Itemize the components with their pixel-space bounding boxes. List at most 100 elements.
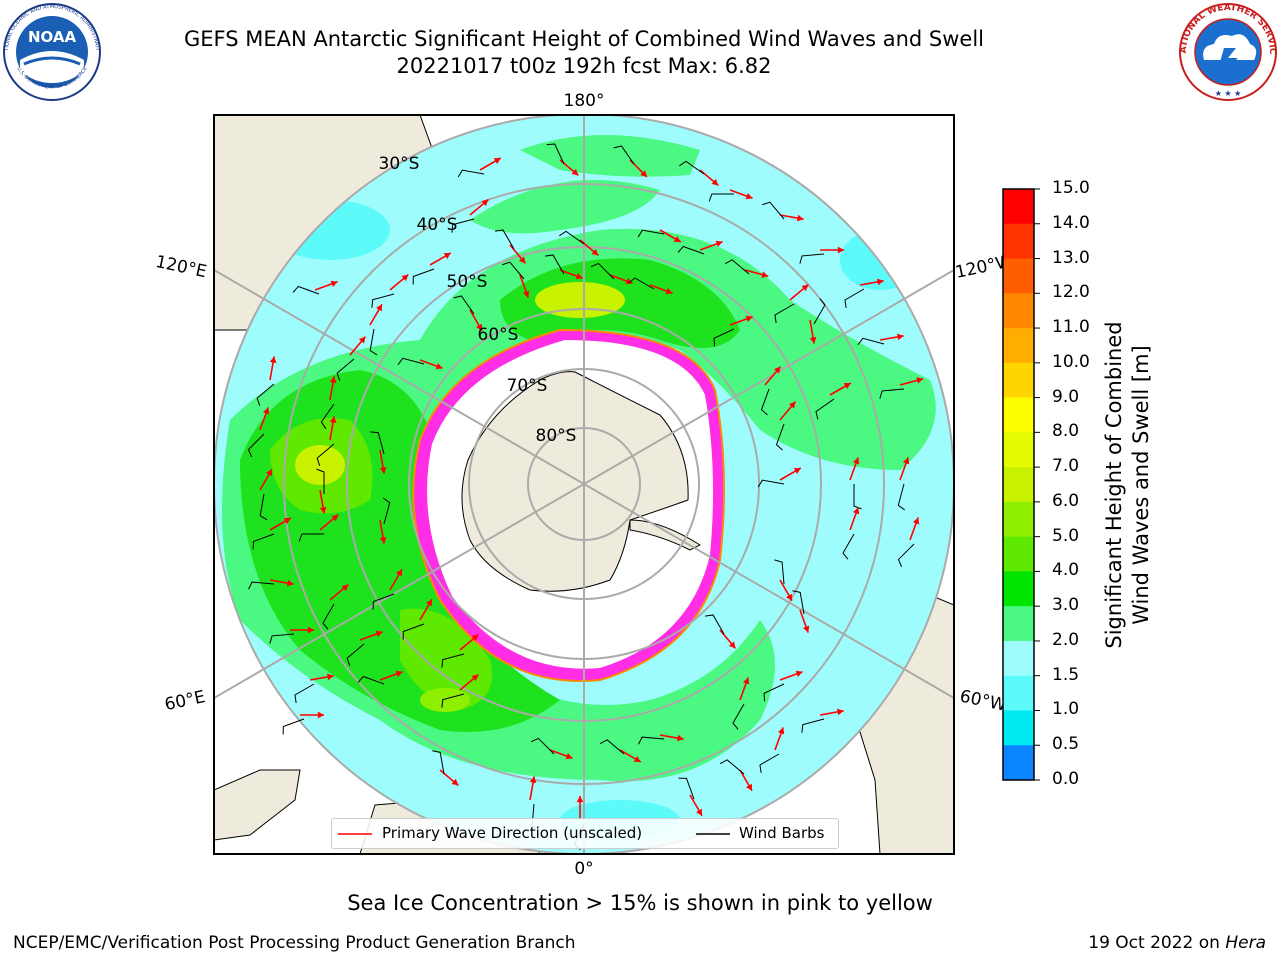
colorbar-segment — [1003, 640, 1034, 677]
wave-arrow-head — [283, 518, 291, 524]
wave-arrow-head — [522, 290, 530, 298]
wind-barb — [792, 590, 805, 615]
wind-barb — [370, 431, 385, 455]
noaa-logo: NOAA NATIONAL OCEANIC AND ATMOSPHERIC AD… — [2, 2, 101, 101]
lon-label-60e: 60°E — [163, 687, 207, 715]
wave-arrow-head — [633, 756, 641, 762]
wave-arrow-head — [745, 192, 753, 200]
map-frame — [213, 114, 955, 855]
wind-barb — [559, 230, 585, 245]
noaa-logo-label: NOAA — [28, 28, 77, 46]
wave-arrow-head — [529, 776, 537, 783]
nws-logo: NATIONAL WEATHER SERVICE ★ ★ ★ — [1178, 2, 1277, 101]
wind-barb — [412, 268, 435, 285]
wave-arrow-head — [797, 214, 804, 222]
wind-barb — [762, 201, 785, 220]
wave-arrow-head — [852, 507, 860, 515]
wave-arrow-head — [761, 271, 769, 278]
colorbar-tick-label: 11.0 — [1052, 317, 1090, 338]
wave-arrow-head — [786, 593, 792, 601]
wind-barb — [316, 443, 335, 466]
wave-arrow-head — [777, 727, 785, 735]
wave-arrow-head — [665, 287, 673, 295]
wave-arrow-head — [262, 407, 270, 415]
wave-arrow-head — [877, 278, 884, 286]
wind-barb — [457, 169, 485, 178]
wave-arrow-head — [471, 674, 479, 682]
wind-barb — [259, 493, 268, 521]
wave-arrow-head — [746, 783, 752, 791]
wave-arrow-head — [379, 467, 387, 474]
wind-barb — [256, 383, 275, 406]
wave-arrow-head — [330, 280, 338, 288]
wave-arrow-head — [576, 796, 584, 803]
wave-arrow-head — [327, 673, 334, 681]
wind-barb — [269, 633, 295, 644]
antarctica-land — [461, 371, 689, 592]
polar-map: 180° 0° 120°E 60°E 120°W 60°W 30°S 40°S … — [154, 91, 1040, 879]
wave-arrow-head — [677, 734, 684, 742]
wave-arrow-head — [837, 246, 844, 254]
footer-date: 19 Oct 2022 on Hera — [1088, 933, 1266, 953]
wave-arrows-layer — [247, 143, 924, 851]
colorbar-segment — [1003, 432, 1034, 468]
wind-barb — [495, 229, 515, 250]
chart-title: GEFS MEAN Antarctic Significant Height o… — [183, 27, 985, 51]
colorbar-tick-label: 1.0 — [1052, 699, 1080, 720]
wind-barb — [775, 423, 785, 451]
colorbar-segment — [1003, 223, 1034, 260]
wave-arrow-head — [287, 579, 294, 587]
svg-text:★ ★ ★: ★ ★ ★ — [1215, 89, 1242, 98]
wind-barb — [679, 160, 705, 175]
wind-barb — [705, 614, 725, 635]
colorbar-tick-label: 12.0 — [1052, 282, 1090, 303]
footer-host: Hera — [1225, 933, 1266, 953]
colorbar-segment — [1003, 189, 1034, 225]
wind-barb — [678, 777, 695, 800]
colorbar-tick-label: 4.0 — [1052, 560, 1080, 581]
colorbar-tick-label: 5.0 — [1052, 525, 1080, 546]
wave-arrow-head — [395, 670, 403, 678]
colorbar-tick-label: 3.0 — [1052, 595, 1080, 616]
wind-barb — [282, 718, 305, 735]
wind-barb — [530, 737, 555, 755]
wave-arrow-head — [801, 284, 809, 292]
wave-arrow-head — [426, 599, 432, 607]
wind-barb — [760, 388, 770, 416]
colorbar-tick-label: 8.0 — [1052, 421, 1080, 442]
wave-arrow-head — [788, 401, 796, 409]
wave-arrow-head — [745, 315, 753, 323]
colorbar-segment — [1003, 536, 1034, 572]
wave-arrow-head — [269, 356, 277, 363]
wave-arrow-head — [443, 253, 451, 259]
wind-barb — [628, 277, 655, 290]
colorbar-tick-label: 15.0 — [1052, 178, 1090, 198]
wind-barb — [897, 543, 915, 568]
wind-barb — [545, 254, 565, 275]
wave-arrow-head — [329, 416, 337, 423]
wind-barb — [453, 295, 475, 315]
wave-arrow-head — [481, 199, 489, 207]
colorbar-segment — [1003, 293, 1034, 329]
wind-barb — [546, 143, 565, 165]
wind-barb — [451, 218, 475, 233]
wind-barb — [857, 337, 885, 346]
wind-barb — [248, 581, 275, 590]
wind-barb — [247, 433, 265, 458]
lat-label-70s: 70°S — [507, 376, 548, 396]
legend-primary-wave: Primary Wave Direction (unscaled) — [382, 824, 643, 842]
lat-label-60s: 60°S — [478, 325, 519, 345]
wave-arrow-head — [795, 670, 803, 678]
colorbar-segment — [1003, 710, 1034, 746]
wave-arrow-head — [711, 178, 719, 186]
colorbar-tick-label: 0.5 — [1052, 734, 1080, 755]
wind-barb — [757, 479, 785, 488]
africa-land — [214, 769, 301, 841]
wind-barb — [322, 603, 335, 630]
wave-arrow-head — [451, 778, 459, 786]
wave-arrow-head — [575, 272, 583, 280]
wave-arrow-head — [331, 514, 339, 522]
lon-label-60w: 60°W — [958, 686, 1008, 715]
wave-arrow-head — [837, 708, 844, 716]
wind-barb — [759, 753, 780, 773]
